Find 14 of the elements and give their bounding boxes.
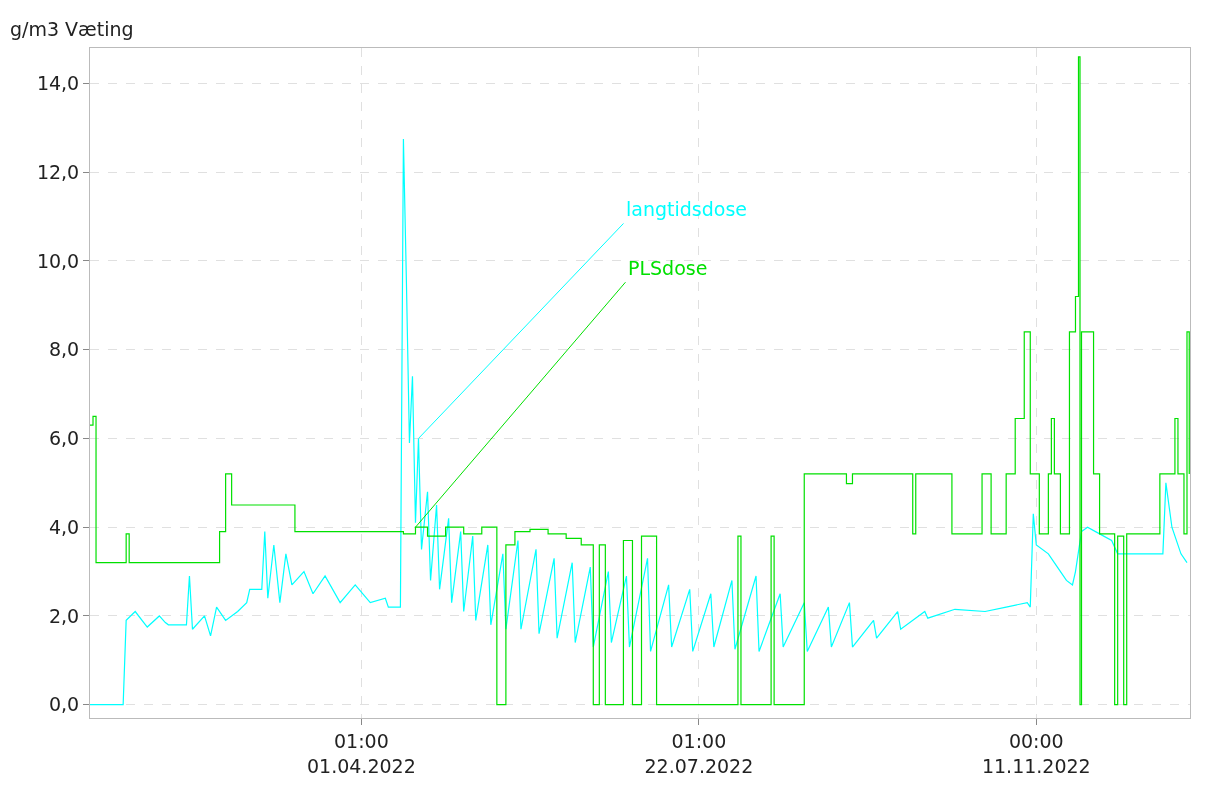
- y-axis-title: g/m3 Væting: [10, 18, 134, 40]
- y-tick-label: 0,0: [48, 693, 80, 716]
- y-tick-label: 6,0: [48, 427, 80, 450]
- x-tick-label: 01:00 01.04.2022: [306, 729, 416, 777]
- y-tick-label: 12,0: [36, 160, 80, 183]
- y-tick-label: 10,0: [36, 249, 80, 272]
- y-tick-label: 4,0: [48, 515, 80, 538]
- x-tick-label: 00:00 11.11.2022: [981, 729, 1091, 777]
- x-tick-label: 01:00 22.07.2022: [644, 729, 754, 777]
- y-tick-label: 8,0: [48, 338, 80, 361]
- text: PLSdose: [628, 257, 708, 279]
- y-tick-label: 14,0: [36, 72, 80, 95]
- text: langtidsdose: [626, 198, 747, 220]
- y-tick-label: 2,0: [48, 604, 80, 627]
